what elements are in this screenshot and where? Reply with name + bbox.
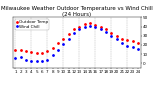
Wind Chill <box>111 35 112 36</box>
Outdoor Temp <box>105 29 107 30</box>
Wind Chill <box>57 49 59 50</box>
Wind Chill <box>68 38 70 39</box>
Wind Chill <box>89 25 91 26</box>
Outdoor Temp <box>100 26 102 27</box>
Wind Chill <box>79 29 80 30</box>
Wind Chill <box>73 32 75 33</box>
Outdoor Temp <box>31 52 32 53</box>
Wind Chill <box>121 43 123 44</box>
Outdoor Temp <box>137 43 139 44</box>
Wind Chill <box>41 61 43 62</box>
Wind Chill <box>95 27 96 28</box>
Wind Chill <box>84 26 86 27</box>
Wind Chill <box>137 48 139 49</box>
Wind Chill <box>47 59 48 60</box>
Wind Chill <box>116 39 118 40</box>
Outdoor Temp <box>89 22 91 23</box>
Wind Chill <box>100 29 102 30</box>
Outdoor Temp <box>79 26 80 27</box>
Outdoor Temp <box>95 24 96 25</box>
Outdoor Temp <box>36 53 38 54</box>
Title: Milwaukee Weather Outdoor Temperature vs Wind Chill (24 Hours): Milwaukee Weather Outdoor Temperature vs… <box>1 6 153 17</box>
Wind Chill <box>52 54 54 56</box>
Line: Wind Chill: Wind Chill <box>15 25 139 62</box>
Wind Chill <box>36 61 38 62</box>
Outdoor Temp <box>111 32 112 33</box>
Legend: Outdoor Temp, Wind Chill: Outdoor Temp, Wind Chill <box>15 19 49 30</box>
Wind Chill <box>63 44 64 45</box>
Outdoor Temp <box>132 41 134 42</box>
Outdoor Temp <box>127 40 128 41</box>
Wind Chill <box>25 59 27 60</box>
Outdoor Temp <box>57 43 59 44</box>
Outdoor Temp <box>15 50 16 51</box>
Outdoor Temp <box>25 51 27 52</box>
Wind Chill <box>15 57 16 58</box>
Wind Chill <box>20 56 22 57</box>
Outdoor Temp <box>73 29 75 30</box>
Wind Chill <box>31 60 32 61</box>
Wind Chill <box>105 32 107 33</box>
Wind Chill <box>127 45 128 46</box>
Outdoor Temp <box>63 38 64 39</box>
Outdoor Temp <box>84 23 86 24</box>
Outdoor Temp <box>116 35 118 36</box>
Outdoor Temp <box>41 53 43 54</box>
Line: Outdoor Temp: Outdoor Temp <box>15 22 139 54</box>
Outdoor Temp <box>68 33 70 34</box>
Outdoor Temp <box>20 49 22 50</box>
Outdoor Temp <box>121 38 123 39</box>
Outdoor Temp <box>47 51 48 52</box>
Outdoor Temp <box>52 47 54 48</box>
Wind Chill <box>132 46 134 47</box>
